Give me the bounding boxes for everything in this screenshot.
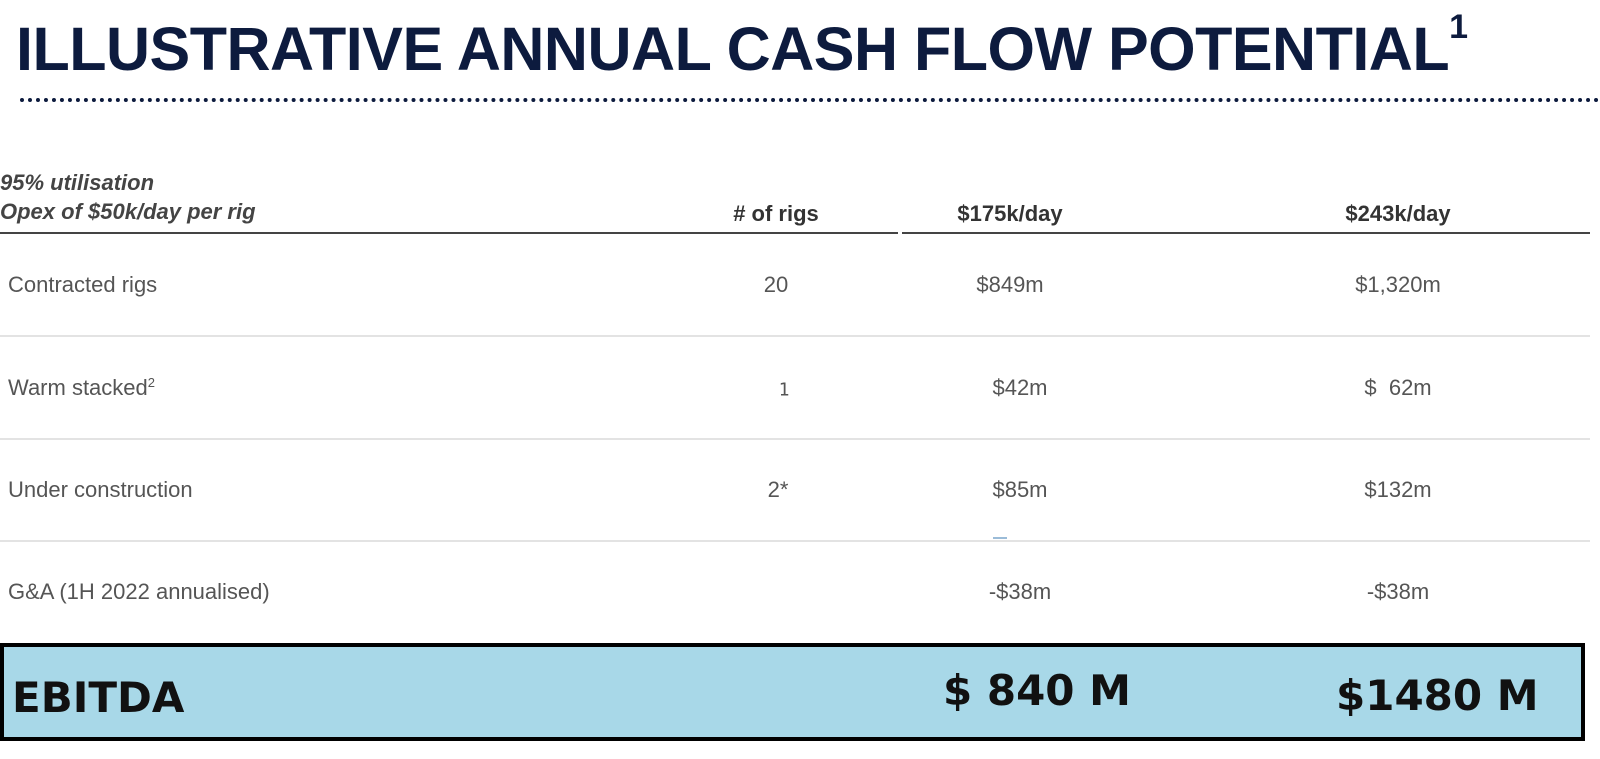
cell-rigs-under-construction: 2* (767, 477, 789, 502)
cell-rigs-warm-stacked: 1 (778, 379, 790, 401)
cell-243k-under-construction: $132m (1364, 477, 1432, 502)
ebitda-value-175k: $ 840 M (943, 666, 1131, 715)
row-divider (0, 540, 1590, 542)
stray-dash-mark (993, 537, 1007, 539)
assumption-opex: Opex of $50k/day per rig (0, 199, 256, 224)
page-title: ILLUSTRATIVE ANNUAL CASH FLOW POTENTIAL1 (16, 8, 1468, 83)
row-label-under-construction: Under construction (8, 477, 193, 502)
title-dotted-divider (20, 98, 1600, 102)
cell-175k-warm-stacked: $42m (992, 375, 1048, 400)
column-header-243k: $243k/day (1345, 201, 1451, 226)
header-divider-left (0, 232, 898, 234)
assumption-utilisation: 95% utilisation (0, 170, 155, 195)
ebitda-value-243k: $1480 M (1336, 671, 1539, 720)
cell-243k-contracted: $1,320m (1355, 272, 1441, 297)
row-label-contracted: Contracted rigs (8, 272, 158, 297)
header-divider-right (902, 232, 1590, 234)
footnote-marker-warm-stacked: 2 (147, 374, 156, 390)
row-divider (0, 335, 1590, 337)
column-header-rigs: # of rigs (733, 201, 819, 226)
row-label-warm-stacked: Warm stacked2 (8, 374, 156, 401)
cell-175k-contracted: $849m (976, 272, 1044, 297)
cell-243k-ga: -$38m (1366, 579, 1430, 604)
ebitda-label: EBITDA (12, 673, 185, 722)
cell-243k-warm-stacked: $ 62m (1364, 375, 1432, 400)
ebitda-highlight-box (0, 643, 1585, 741)
row-label-ga: G&A (1H 2022 annualised) (8, 579, 270, 604)
column-header-175k: $175k/day (957, 201, 1063, 226)
row-divider (0, 438, 1590, 440)
table-assumptions: 95% utilisation Opex of $50k/day per rig (0, 168, 256, 226)
cell-rigs-contracted: 20 (763, 272, 789, 297)
title-footnote-marker: 1 (1449, 8, 1468, 46)
cell-175k-under-construction: $85m (992, 477, 1048, 502)
cell-175k-ga: -$38m (988, 579, 1052, 604)
